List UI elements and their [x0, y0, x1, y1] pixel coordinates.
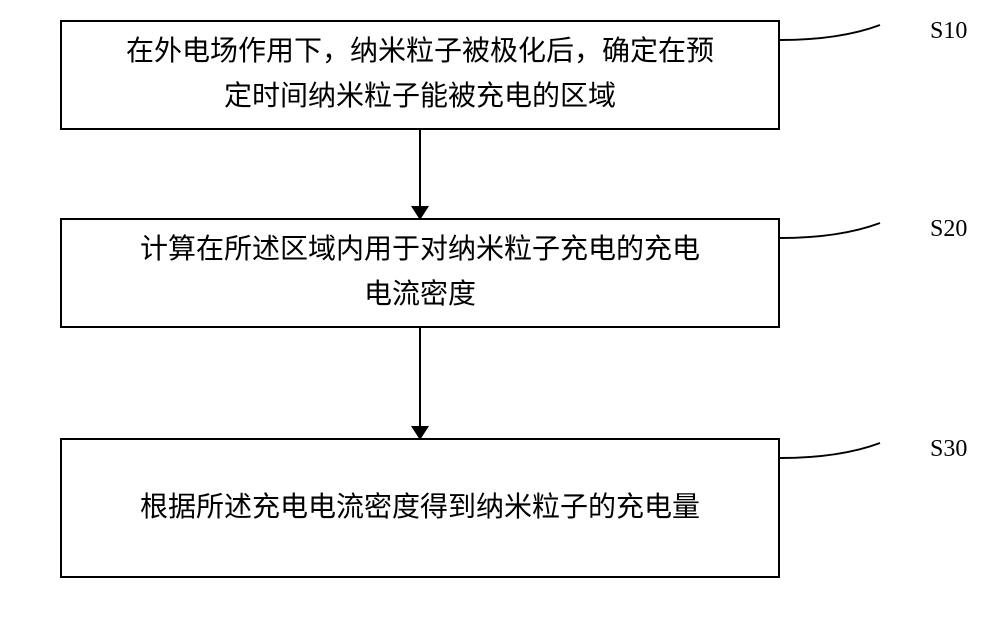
flowchart-node-s10: 在外电场作用下，纳米粒子被极化后，确定在预 定时间纳米粒子能被充电的区域 [60, 20, 780, 130]
step-label-s10: S10 [930, 18, 967, 45]
label-connector-s20 [780, 218, 930, 258]
node-s20-text-line1: 计算在所述区域内用于对纳米粒子充电的充电 [140, 228, 700, 273]
node-s20-text-line2: 电流密度 [140, 273, 700, 318]
label-connector-s30 [780, 438, 930, 478]
step-label-s30: S30 [930, 436, 967, 463]
flowchart-node-s20: 计算在所述区域内用于对纳米粒子充电的充电 电流密度 [60, 218, 780, 328]
step-label-s20: S20 [930, 216, 967, 243]
flowchart-node-s30: 根据所述充电电流密度得到纳米粒子的充电量 [60, 438, 780, 578]
node-s10-text-line1: 在外电场作用下，纳米粒子被极化后，确定在预 [126, 30, 714, 75]
node-s10-text-line2: 定时间纳米粒子能被充电的区域 [126, 75, 714, 120]
node-s30-text-line1: 根据所述充电电流密度得到纳米粒子的充电量 [140, 486, 700, 531]
label-connector-s10 [780, 20, 930, 60]
arrow-s20-s30 [419, 328, 421, 426]
arrow-s10-s20 [419, 130, 421, 206]
